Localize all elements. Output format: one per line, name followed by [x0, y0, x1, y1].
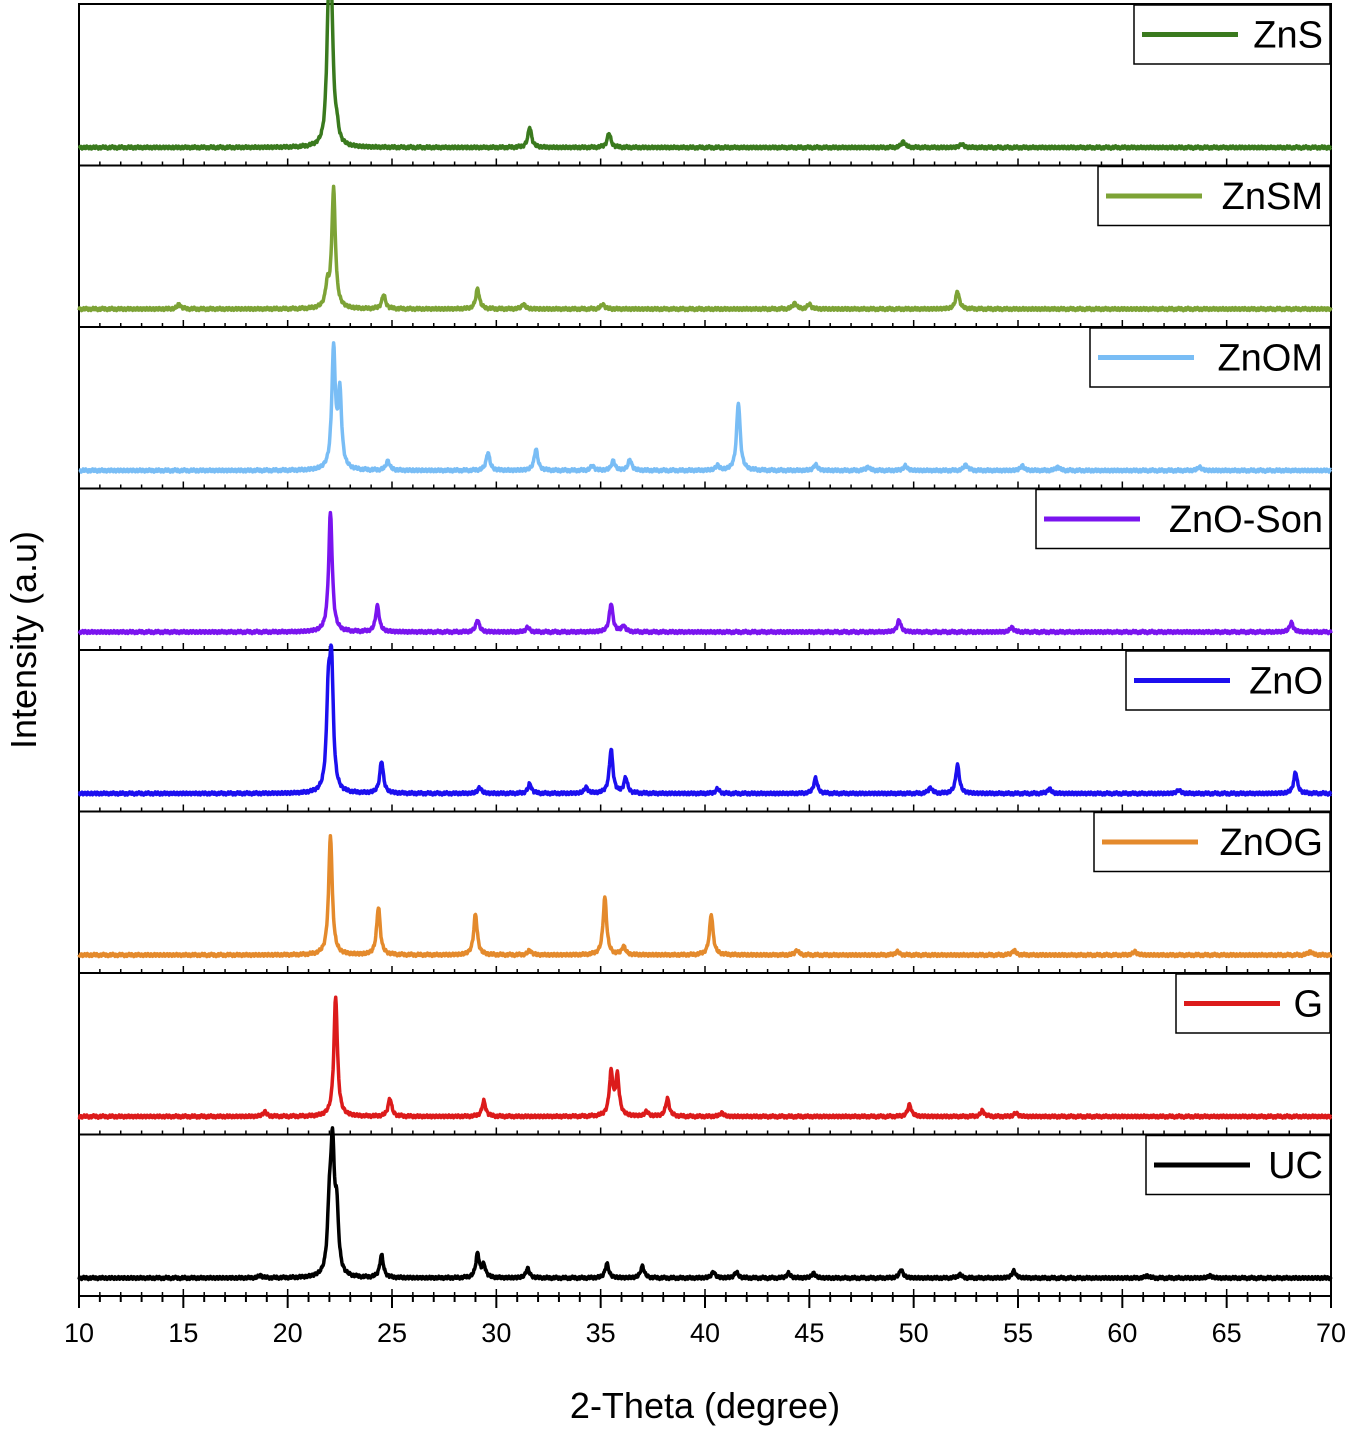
x-tick-label: 65 [1212, 1318, 1242, 1348]
panel-g: G [77, 972, 1333, 1136]
panel-zno-son: ZnO-Son [77, 487, 1333, 651]
legend-zno-son: ZnO-Son [1035, 488, 1331, 550]
legend-znom: ZnOM [1089, 327, 1331, 388]
x-tick-label: 40 [690, 1318, 720, 1348]
x-tick-label: 20 [273, 1318, 303, 1348]
panel-znsm: ZnSM [77, 164, 1333, 328]
legend-znog: ZnOG [1093, 811, 1331, 873]
x-tick-label: 30 [481, 1318, 511, 1348]
panel-zno: ZnO [77, 643, 1333, 813]
legend-label: ZnSM [1222, 176, 1323, 218]
legend-label: UC [1268, 1145, 1323, 1187]
panel-frame [78, 1133, 1332, 1297]
series-line-znog [77, 834, 1333, 959]
series-line-znsm [77, 184, 1333, 313]
legend-znsm: ZnSM [1097, 165, 1331, 227]
series-line-zns [77, 0, 1333, 151]
x-tick-label: 45 [794, 1318, 824, 1348]
legend-zns: ZnS [1133, 4, 1331, 65]
x-tick-label: 35 [586, 1318, 616, 1348]
legend-label: ZnOG [1220, 822, 1323, 864]
panel-uc: UC [77, 1126, 1333, 1297]
panel-znog: ZnOG [77, 810, 1333, 974]
x-tick-label: 15 [168, 1318, 198, 1348]
legend-label: ZnOM [1217, 338, 1323, 380]
series-line-zno-son [77, 510, 1333, 636]
x-tick-label: 60 [1107, 1318, 1137, 1348]
x-tick-label: 25 [377, 1318, 407, 1348]
legend-label: ZnO [1249, 661, 1323, 703]
chart-panels: ZnS ZnSM ZnOM ZnO-Son ZnO ZnOG G UC [77, 0, 1333, 1297]
x-tick-label: 70 [1316, 1318, 1346, 1348]
legend-label: ZnS [1253, 15, 1323, 57]
legend-zno: ZnO [1125, 650, 1331, 711]
legend-label: G [1293, 984, 1323, 1026]
series-line-uc [77, 1126, 1333, 1282]
x-axis: 10 15 20 25 30 35 40 45 50 55 60 65 70 [64, 1296, 1346, 1348]
panel-zns: ZnS [77, 0, 1333, 167]
x-tick-label: 50 [899, 1318, 929, 1348]
series-line-zno [77, 643, 1333, 797]
x-tick-label: 55 [1003, 1318, 1033, 1348]
legend-uc: UC [1145, 1134, 1331, 1196]
legend-label: ZnO-Son [1169, 499, 1323, 541]
x-tick-label: 10 [64, 1318, 94, 1348]
series-line-znom [77, 341, 1333, 474]
panel-znom: ZnOM [77, 326, 1333, 490]
y-axis-title: Intensity (a.u) [3, 531, 44, 749]
series-line-g [77, 995, 1333, 1120]
x-axis-title: 2-Theta (degree) [570, 1385, 840, 1426]
legend-g: G [1175, 973, 1331, 1034]
